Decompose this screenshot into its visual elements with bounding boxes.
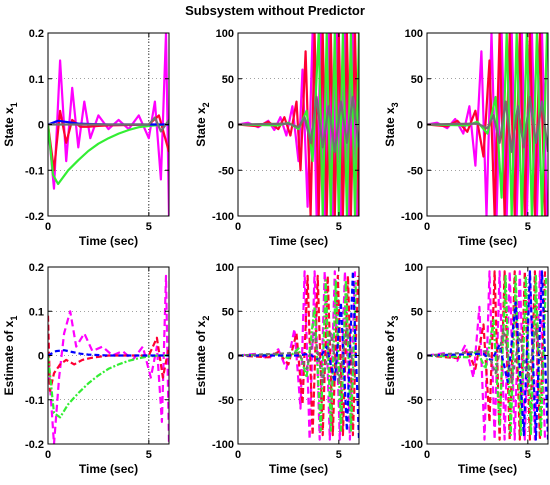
series-group [48, 33, 169, 216]
y-axis-label-subscript: 3 [390, 102, 400, 107]
series-line-red [238, 274, 359, 437]
x-tick-label: 5 [525, 449, 531, 461]
y-tick-label: 100 [405, 262, 423, 274]
series-line-blue [238, 270, 359, 440]
y-tick-label: 50 [222, 306, 234, 318]
series-line-magenta [48, 274, 169, 444]
y-axis-label: Estimate of x3 [383, 316, 400, 396]
y-axis-label-subscript: 2 [201, 316, 211, 321]
y-tick-label: -100 [212, 439, 234, 451]
y-tick-label: 0 [38, 351, 44, 363]
series-group [427, 33, 548, 216]
y-tick-label: -0.1 [25, 395, 44, 407]
series-line-blue [427, 270, 548, 441]
x-axis-label: Time (sec) [458, 234, 517, 248]
y-tick-label: 50 [222, 74, 234, 86]
subplot-state-x1: -0.2 -0.1 0 0.1 0.2 0 5 Time (sec) State x1 [2, 28, 170, 248]
series-line-blue [48, 349, 169, 357]
subplot-state-x3: -100 -50 0 50 100 0 5 Time (sec) State x3 [383, 28, 549, 248]
x-axis-label: Time (sec) [79, 462, 138, 476]
x-axis-label: Time (sec) [79, 234, 138, 248]
y-tick-label: 100 [216, 28, 234, 40]
y-tick-label: 50 [411, 74, 423, 86]
y-tick-label: -0.2 [25, 211, 44, 223]
x-tick-label: 0 [235, 449, 241, 461]
series-line-grey [238, 327, 357, 384]
x-tick-label: 0 [235, 221, 241, 233]
x-tick-label: 5 [146, 221, 152, 233]
subplot-estimate-x1: -0.2 -0.1 0 0.1 0.2 0 5 Time (sec) Estimate of x… [2, 262, 170, 476]
series-group [427, 270, 548, 441]
x-tick-label: 5 [525, 221, 531, 233]
y-tick-label: -100 [212, 211, 234, 223]
series-line-grey [427, 95, 548, 153]
subplot-estimate-x2: -100 -50 0 50 100 0 5 Time (sec) Estimate of x2 [194, 262, 360, 476]
y-axis-label: State x3 [383, 102, 400, 146]
y-axis-label: State x1 [2, 102, 19, 146]
subplot-state-x2: -100 -50 0 50 100 0 5 Time (sec) State x2 [194, 28, 360, 248]
y-tick-label: -100 [401, 439, 423, 451]
x-tick-label: 5 [336, 449, 342, 461]
y-tick-label: 0 [417, 351, 423, 363]
figure-title: Subsystem without Predictor [185, 3, 365, 18]
series-line-grey [238, 95, 359, 153]
y-axis-label-main: Estimate of x [383, 320, 397, 395]
y-tick-label: 0.2 [29, 28, 44, 40]
y-axis-label-main: Estimate of x [194, 320, 208, 395]
x-tick-label: 0 [45, 449, 51, 461]
y-axis-label-subscript: 3 [390, 316, 400, 321]
x-axis-label: Time (sec) [458, 462, 517, 476]
x-tick-label: 5 [336, 221, 342, 233]
y-tick-label: 0 [228, 120, 234, 132]
subplot-estimate-x3: -100 -50 0 50 100 0 5 Time (sec) Estimate of x3 [383, 262, 549, 476]
series-group [48, 274, 169, 444]
y-axis-label: Estimate of x2 [194, 316, 211, 396]
y-tick-label: -0.1 [25, 165, 44, 177]
series-line-grey [427, 327, 546, 384]
series-group [238, 33, 359, 216]
series-line-red [48, 315, 169, 392]
x-axis-label: Time (sec) [269, 462, 328, 476]
series-line-green [427, 274, 548, 437]
y-tick-label: 50 [411, 306, 423, 318]
y-tick-label: 0 [38, 120, 44, 132]
series-line-magenta [48, 33, 169, 216]
y-axis-label: Estimate of x1 [2, 316, 19, 396]
y-axis-label-main: Estimate of x [2, 320, 16, 395]
y-tick-label: 0 [228, 351, 234, 363]
y-tick-label: 0.2 [29, 262, 44, 274]
y-tick-label: -50 [218, 165, 234, 177]
series-line-green [48, 123, 169, 186]
series-line-magenta [427, 270, 547, 441]
series-line-red [427, 270, 547, 441]
x-tick-label: 0 [424, 221, 430, 233]
y-axis-label-subscript: 1 [9, 102, 19, 107]
y-axis-label-main: State x [194, 107, 208, 147]
y-tick-label: 100 [405, 28, 423, 40]
series-line-green [48, 354, 169, 419]
y-axis-label-main: State x [2, 107, 16, 147]
y-tick-label: -0.2 [25, 439, 44, 451]
y-tick-label: 100 [216, 262, 234, 274]
y-tick-label: 0.1 [29, 306, 44, 318]
y-axis-label: State x2 [194, 102, 211, 146]
series-group [238, 270, 359, 441]
y-tick-label: -50 [218, 395, 234, 407]
x-axis-label: Time (sec) [269, 234, 328, 248]
series-line-grey [48, 116, 169, 133]
y-tick-label: 0 [417, 120, 423, 132]
y-tick-label: -100 [401, 211, 423, 223]
y-tick-label: 0.1 [29, 74, 44, 86]
y-axis-label-subscript: 2 [201, 102, 211, 107]
y-tick-label: -50 [407, 395, 423, 407]
y-tick-label: -50 [407, 165, 423, 177]
x-tick-label: 0 [424, 449, 430, 461]
y-axis-label-main: State x [383, 107, 397, 147]
x-tick-label: 5 [146, 449, 152, 461]
x-tick-label: 0 [45, 221, 51, 233]
y-axis-label-subscript: 1 [9, 316, 19, 321]
